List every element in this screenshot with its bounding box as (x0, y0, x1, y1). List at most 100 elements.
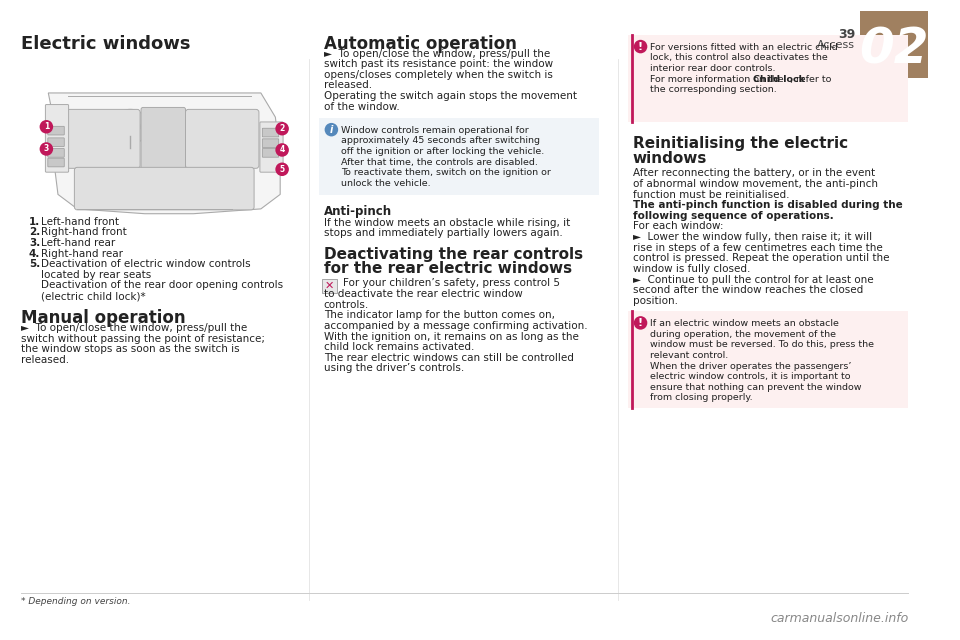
Text: Reinitialising the electric: Reinitialising the electric (633, 136, 848, 152)
FancyBboxPatch shape (860, 11, 927, 79)
Text: After reconnecting the battery, or in the event: After reconnecting the battery, or in th… (633, 168, 875, 179)
Text: , refer to: , refer to (790, 75, 831, 84)
FancyBboxPatch shape (628, 35, 908, 122)
Text: ensure that nothing can prevent the window: ensure that nothing can prevent the wind… (650, 383, 862, 392)
Text: Deactivating the rear controls: Deactivating the rear controls (324, 246, 583, 262)
Text: controls.: controls. (324, 300, 369, 310)
Text: i: i (329, 125, 333, 134)
Text: Deactivation of electric window controls: Deactivation of electric window controls (40, 259, 251, 269)
Text: switch without passing the point of resistance;: switch without passing the point of resi… (21, 333, 265, 344)
Text: !: ! (638, 42, 643, 52)
Text: carmanualsonline.info: carmanualsonline.info (770, 612, 908, 625)
Text: (electric child lock)*: (electric child lock)* (40, 291, 145, 301)
FancyBboxPatch shape (48, 138, 64, 147)
Circle shape (121, 117, 140, 136)
Text: With the ignition on, it remains on as long as the: With the ignition on, it remains on as l… (324, 332, 579, 342)
FancyBboxPatch shape (48, 126, 64, 135)
Text: 02: 02 (859, 26, 928, 74)
Polygon shape (48, 93, 280, 214)
Text: switch past its resistance point: the window: switch past its resistance point: the wi… (324, 59, 553, 69)
Text: from closing properly.: from closing properly. (650, 394, 753, 403)
Circle shape (634, 316, 647, 330)
FancyBboxPatch shape (262, 139, 278, 148)
Text: 3.: 3. (29, 238, 40, 248)
Text: For versions fitted with an electric child: For versions fitted with an electric chi… (650, 43, 838, 52)
Text: Left-hand rear: Left-hand rear (40, 238, 115, 248)
Text: window is fully closed.: window is fully closed. (633, 264, 750, 274)
Text: Manual operation: Manual operation (21, 309, 186, 328)
Text: If an electric window meets an obstacle: If an electric window meets an obstacle (650, 319, 839, 328)
FancyBboxPatch shape (260, 122, 283, 172)
Text: 3: 3 (44, 145, 49, 154)
Text: 1.: 1. (29, 216, 40, 227)
Text: The indicator lamp for the button comes on,: The indicator lamp for the button comes … (324, 310, 555, 321)
Text: * Depending on version.: * Depending on version. (21, 597, 131, 606)
Text: Deactivation of the rear door opening controls: Deactivation of the rear door opening co… (40, 280, 282, 291)
Text: the corresponding section.: the corresponding section. (650, 85, 777, 94)
Text: released.: released. (21, 355, 69, 365)
Text: ✕: ✕ (324, 281, 334, 291)
Text: approximately 45 seconds after switching: approximately 45 seconds after switching (341, 136, 540, 145)
FancyBboxPatch shape (66, 109, 140, 168)
Text: 2.: 2. (29, 227, 40, 237)
FancyBboxPatch shape (48, 148, 64, 157)
FancyBboxPatch shape (319, 118, 599, 195)
Text: ►  To open/close the window, press/pull the: ► To open/close the window, press/pull t… (21, 323, 248, 333)
Text: position.: position. (633, 296, 678, 306)
Text: interior rear door controls.: interior rear door controls. (650, 64, 776, 73)
Text: ►  Continue to pull the control for at least one: ► Continue to pull the control for at le… (633, 275, 874, 285)
FancyBboxPatch shape (141, 108, 185, 177)
Circle shape (634, 40, 647, 53)
Text: electric window controls, it is important to: electric window controls, it is importan… (650, 372, 851, 381)
FancyBboxPatch shape (262, 148, 278, 157)
Text: Electric windows: Electric windows (21, 35, 191, 53)
Text: window must be reversed. To do this, press the: window must be reversed. To do this, pre… (650, 340, 875, 349)
Text: using the driver’s controls.: using the driver’s controls. (324, 364, 464, 374)
Text: After that time, the controls are disabled.: After that time, the controls are disabl… (341, 157, 538, 166)
Text: located by rear seats: located by rear seats (40, 270, 151, 280)
Text: off the ignition or after locking the vehicle.: off the ignition or after locking the ve… (341, 147, 544, 156)
Text: The rear electric windows can still be controlled: The rear electric windows can still be c… (324, 353, 573, 363)
Text: of the window.: of the window. (324, 102, 399, 111)
Text: opens/closes completely when the switch is: opens/closes completely when the switch … (324, 70, 553, 80)
Text: accompanied by a message confirming activation.: accompanied by a message confirming acti… (324, 321, 588, 331)
Text: ►  To open/close the window, press/pull the: ► To open/close the window, press/pull t… (324, 49, 550, 58)
Text: the window stops as soon as the switch is: the window stops as soon as the switch i… (21, 344, 240, 354)
Text: function must be reinitialised.: function must be reinitialised. (633, 189, 789, 200)
FancyBboxPatch shape (628, 311, 908, 408)
Text: 1: 1 (44, 122, 49, 131)
Text: lock, this control also deactivates the: lock, this control also deactivates the (650, 53, 828, 62)
Text: 2: 2 (279, 124, 285, 133)
Text: Operating the switch again stops the movement: Operating the switch again stops the mov… (324, 91, 577, 101)
Text: Right-hand front: Right-hand front (40, 227, 127, 237)
Text: 5.: 5. (29, 259, 40, 269)
Text: released.: released. (324, 81, 372, 90)
Circle shape (39, 120, 53, 134)
Text: of abnormal window movement, the anti-pinch: of abnormal window movement, the anti-pi… (633, 179, 877, 189)
Text: control is pressed. Repeat the operation until the: control is pressed. Repeat the operation… (633, 253, 889, 263)
Text: rise in steps of a few centimetres each time the: rise in steps of a few centimetres each … (633, 243, 882, 253)
Circle shape (324, 123, 338, 136)
Text: Window controls remain operational for: Window controls remain operational for (341, 126, 529, 135)
Text: Child lock: Child lock (753, 75, 805, 84)
Circle shape (39, 142, 53, 156)
Text: Automatic operation: Automatic operation (324, 35, 516, 53)
Text: For each window:: For each window: (633, 221, 723, 232)
FancyBboxPatch shape (45, 104, 68, 172)
Text: The anti-pinch function is disabled during the: The anti-pinch function is disabled duri… (633, 200, 902, 210)
Text: !: ! (638, 318, 643, 328)
FancyBboxPatch shape (322, 280, 337, 293)
Circle shape (276, 143, 289, 157)
Text: for the rear electric windows: for the rear electric windows (324, 261, 572, 276)
Text: windows: windows (633, 151, 708, 166)
FancyBboxPatch shape (74, 167, 254, 210)
Text: 4.: 4. (29, 248, 40, 259)
FancyBboxPatch shape (48, 158, 64, 167)
Circle shape (276, 122, 289, 136)
Text: When the driver operates the passengers’: When the driver operates the passengers’ (650, 362, 852, 371)
Text: Right-hand rear: Right-hand rear (40, 248, 123, 259)
Text: following sequence of operations.: following sequence of operations. (633, 211, 833, 221)
Circle shape (276, 163, 289, 176)
Text: child lock remains activated.: child lock remains activated. (324, 342, 474, 352)
Text: To reactivate them, switch on the ignition or: To reactivate them, switch on the igniti… (341, 168, 551, 177)
